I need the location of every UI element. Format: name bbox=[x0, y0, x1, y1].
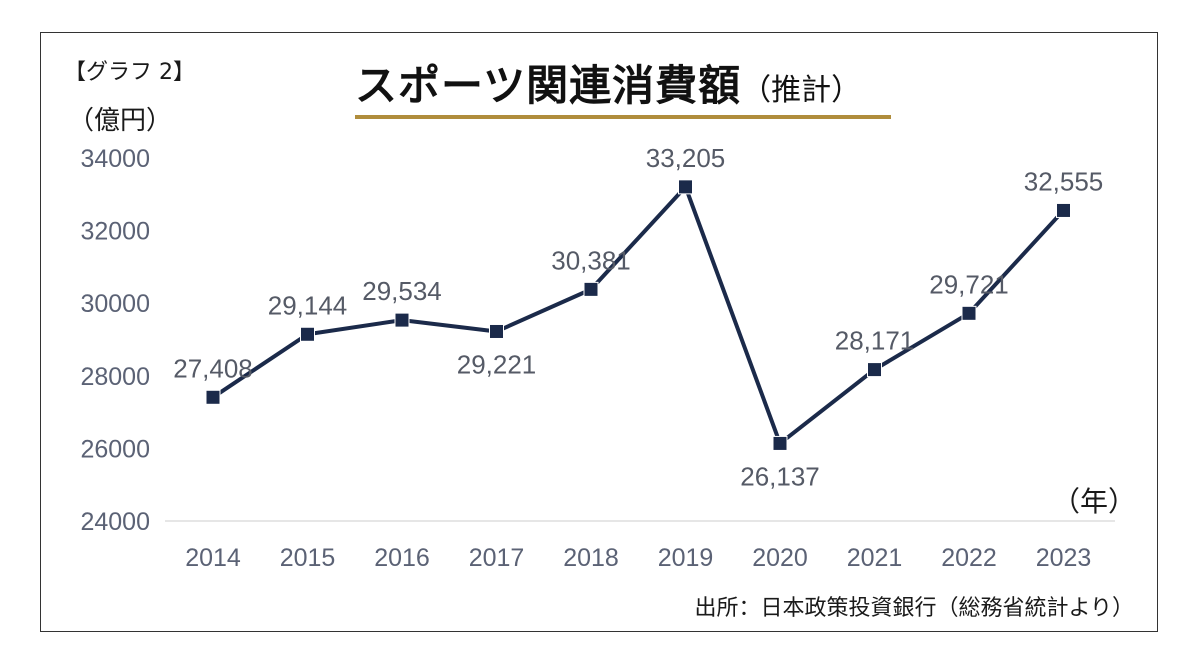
chart-title: スポーツ関連消費額（推計） bbox=[355, 52, 891, 113]
data-point-marker bbox=[583, 281, 599, 297]
x-tick-label: 2023 bbox=[1036, 544, 1092, 572]
y-tick-label: 28000 bbox=[80, 363, 150, 391]
data-label: 29,534 bbox=[362, 276, 442, 306]
data-label: 33,205 bbox=[646, 143, 726, 173]
data-label: 29,721 bbox=[929, 269, 1009, 299]
y-tick-label: 30000 bbox=[80, 290, 150, 318]
x-tick-label: 2015 bbox=[280, 544, 336, 572]
data-label-layer: 27,408 29,144 29,534 29,221 30,381 33,205 26,1… bbox=[173, 143, 1103, 492]
data-point-marker bbox=[1056, 202, 1071, 218]
x-tick-label: 2014 bbox=[185, 544, 241, 572]
data-point-marker bbox=[961, 305, 977, 321]
graph-tag: 【グラフ 2】 bbox=[64, 60, 195, 85]
chart-frame bbox=[40, 32, 1158, 632]
title-underline bbox=[355, 115, 891, 119]
data-label: 29,221 bbox=[457, 349, 537, 379]
x-tick-label: 2022 bbox=[941, 544, 997, 572]
marker-layer bbox=[205, 179, 1071, 451]
data-label: 26,137 bbox=[740, 461, 820, 491]
y-tick-label: 26000 bbox=[80, 435, 150, 463]
y-tick-label: 34000 bbox=[80, 145, 150, 173]
data-point-marker bbox=[867, 362, 882, 378]
x-tick-label: 2018 bbox=[563, 544, 619, 572]
x-axis-unit-label: （年） bbox=[1052, 485, 1137, 518]
x-tick-label: 2020 bbox=[752, 544, 808, 572]
data-point-marker bbox=[772, 435, 788, 451]
data-point-marker bbox=[300, 326, 315, 342]
data-label: 30,381 bbox=[551, 245, 631, 275]
series-line bbox=[211, 184, 1065, 446]
y-tick-label: 24000 bbox=[80, 508, 150, 536]
data-point-marker bbox=[489, 323, 504, 339]
axis-layer: 24000 26000 28000 30000 32000 34000 2014 2015 20… bbox=[80, 145, 1115, 572]
source-note: 出所：日本政策投資銀行（総務省統計より） bbox=[694, 596, 1134, 621]
data-label: 29,144 bbox=[268, 290, 348, 320]
data-point-marker bbox=[678, 179, 693, 195]
chart-title-main: スポーツ関連消費額 bbox=[355, 61, 742, 110]
y-axis-unit-label: （億円） bbox=[68, 106, 173, 136]
x-tick-label: 2017 bbox=[469, 544, 525, 572]
data-label: 28,171 bbox=[835, 326, 915, 356]
data-label: 27,408 bbox=[173, 353, 253, 383]
x-tick-label: 2021 bbox=[847, 544, 903, 572]
series-line-layer bbox=[211, 184, 1065, 446]
y-tick-label: 32000 bbox=[80, 218, 150, 246]
data-point-marker bbox=[205, 389, 221, 405]
data-point-marker bbox=[394, 312, 410, 328]
data-label: 32,555 bbox=[1024, 166, 1104, 196]
x-tick-label: 2019 bbox=[658, 544, 714, 572]
chart-title-suffix: （推計） bbox=[741, 73, 862, 108]
x-tick-label: 2016 bbox=[374, 544, 430, 572]
